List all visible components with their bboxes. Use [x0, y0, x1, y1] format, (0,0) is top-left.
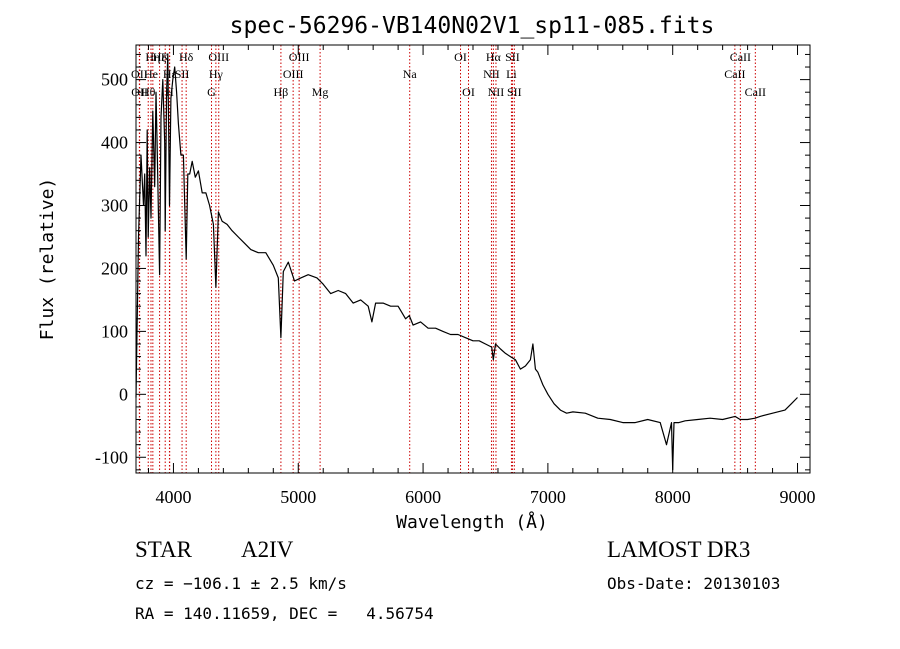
survey-name: LAMOST DR3	[607, 537, 751, 562]
line-label: OI	[462, 85, 475, 99]
line-label: SII	[507, 85, 522, 99]
line-label: Hα	[486, 50, 502, 64]
y-tick-label: 0	[119, 384, 128, 404]
line-label: CaII	[745, 85, 766, 99]
x-tick-label: 9000	[780, 487, 816, 507]
chart-title: spec-56296-VB140N02V1_sp11-085.fits	[230, 13, 715, 39]
obs-date: Obs-Date: 20130103	[607, 574, 781, 593]
line-label: Na	[403, 67, 418, 81]
line-label: NII	[483, 67, 500, 81]
line-label: He	[144, 67, 158, 81]
y-axis-label: Flux (relative)	[37, 178, 58, 341]
y-tick-label: 200	[101, 258, 128, 278]
x-tick-label: 7000	[530, 487, 566, 507]
ra-dec-coords: RA = 140.11659, DEC = 4.56754	[135, 604, 434, 623]
plot-frame	[135, 44, 811, 474]
line-label: SII	[505, 50, 520, 64]
x-axis-label: Wavelength (Å)	[396, 511, 548, 533]
x-tick-label: 8000	[655, 487, 691, 507]
line-label: G	[207, 85, 216, 99]
y-tick-label: 400	[101, 133, 128, 153]
line-label: Mg	[312, 85, 329, 99]
line-label: CaII	[730, 50, 751, 64]
x-tick-label: 5000	[280, 487, 316, 507]
line-label: OII	[131, 67, 148, 81]
line-label: OIII	[289, 50, 310, 64]
x-tick-label: 6000	[405, 487, 441, 507]
y-tick-label: 500	[101, 70, 128, 90]
line-label: OIII	[208, 50, 229, 64]
line-label: OI	[454, 50, 467, 64]
line-markers	[138, 45, 756, 473]
y-tick-label: 100	[101, 321, 128, 341]
line-label: Hθ	[141, 85, 156, 99]
line-label: SII	[175, 67, 190, 81]
y-tick-label: -100	[95, 447, 128, 467]
line-label: NII	[488, 85, 505, 99]
line-label: OIII	[283, 67, 304, 81]
line-label: K	[161, 50, 170, 64]
line-label: Hζ	[153, 50, 167, 64]
redshift-cz: cz = −106.1 ± 2.5 km/s	[135, 574, 347, 593]
spectral-subclass: A2IV	[241, 537, 294, 562]
line-label: Li	[506, 67, 517, 81]
line-label: Hδ	[179, 50, 194, 64]
x-tick-label: 4000	[155, 487, 191, 507]
spectrum-series-line	[135, 53, 798, 471]
line-label: Hη	[145, 50, 160, 64]
series-layer	[135, 53, 798, 471]
y-axis-ticks: -100 0 100 200 300 400 500	[95, 53, 810, 471]
line-label: CaII	[724, 67, 745, 81]
object-class: STAR	[135, 537, 192, 562]
x-axis-ticks: 4000 5000 6000 7000 8000 9000	[147, 45, 816, 507]
y-tick-label: 300	[101, 196, 128, 216]
line-label: H	[165, 85, 174, 99]
line-label: Hγ	[209, 67, 224, 81]
line-label: Hβ	[274, 85, 289, 99]
